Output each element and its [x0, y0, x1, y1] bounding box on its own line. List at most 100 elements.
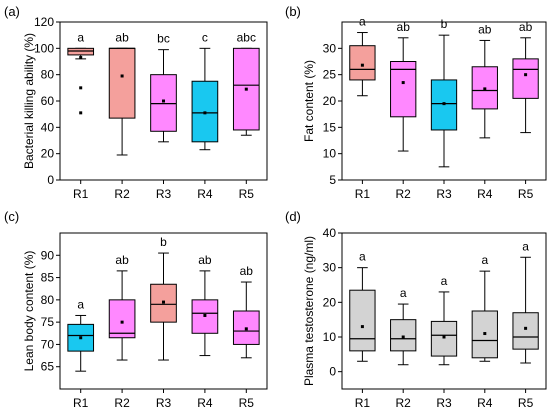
box-r3: bc	[150, 32, 177, 143]
mean-marker	[401, 335, 405, 339]
y-tick-label: 5	[329, 173, 336, 187]
significance-letter: a	[359, 15, 366, 29]
panel-label: (d)	[285, 209, 301, 224]
mean-marker	[162, 300, 165, 304]
mean-marker	[120, 74, 124, 78]
significance-letter: b	[160, 235, 167, 249]
panel-d: 0 10 20 30 40 R1 R2 R3 R4 R5 Plasma testosterone (…	[285, 209, 547, 410]
y-tick-label: 120	[34, 15, 54, 29]
box-r4: ab	[191, 253, 219, 357]
significance-letter: a	[522, 239, 529, 253]
outlier-point	[79, 86, 83, 90]
x-tick-label: R5	[239, 187, 255, 201]
iqr-box	[430, 320, 458, 357]
y-axis-title: Fat content (%)	[302, 60, 316, 142]
y-tick-label: 30	[323, 261, 337, 275]
mean-marker	[120, 320, 124, 324]
x-tick-label: R2	[396, 396, 412, 410]
iqr-box	[390, 61, 417, 118]
x-tick-label: R5	[518, 187, 534, 201]
y-tick-label: 15	[323, 120, 337, 134]
box-r1: a	[67, 30, 95, 115]
significance-letter: a	[359, 250, 366, 264]
y-tick-label: 75	[41, 315, 55, 329]
significance-letter: a	[441, 274, 448, 288]
y-tick-label: 20	[323, 94, 337, 108]
significance-letter: ab	[115, 30, 129, 44]
x-tick-label: R1	[355, 187, 371, 201]
significance-letter: ab	[240, 264, 254, 278]
y-tick-label: 65	[41, 360, 55, 374]
x-tick-label: R3	[156, 187, 172, 201]
box-r1: a	[349, 250, 376, 362]
significance-letter: ab	[198, 253, 212, 267]
y-tick-label: 85	[41, 271, 55, 285]
iqr-box	[512, 58, 539, 99]
box-r5: a	[512, 239, 539, 364]
iqr-box	[390, 319, 417, 352]
significance-letter: ab	[397, 20, 411, 34]
mean-marker	[442, 102, 446, 106]
iqr-box	[349, 289, 376, 352]
mean-marker	[244, 327, 248, 331]
significance-letter: abc	[237, 30, 256, 44]
y-tick-label: 0	[47, 173, 54, 187]
x-tick-label: R1	[73, 187, 89, 201]
box-r2: ab	[108, 253, 136, 361]
iqr-box	[150, 74, 177, 132]
iqr-box	[150, 283, 177, 323]
y-tick-label: 70	[41, 337, 55, 351]
y-axis-title: Bacterial killing ability (%)	[22, 33, 36, 169]
mean-marker	[203, 313, 207, 317]
box-r2: ab	[108, 30, 136, 156]
x-tick-label: R5	[518, 396, 534, 410]
iqr-box	[108, 47, 136, 119]
panel-label: (a)	[4, 4, 20, 19]
x-tick-label: R3	[436, 396, 452, 410]
box-r3: b	[430, 17, 458, 168]
iqr-box	[108, 299, 136, 339]
mean-marker	[524, 326, 528, 330]
significance-letter: a	[400, 286, 407, 300]
y-tick-label: 10	[323, 147, 337, 161]
x-tick-label: R3	[156, 396, 172, 410]
y-tick-label: 25	[323, 68, 337, 82]
box-r2: a	[390, 286, 417, 366]
y-tick-label: 80	[41, 293, 55, 307]
y-axis-title: Lean body content (%)	[22, 251, 36, 372]
mean-marker	[79, 336, 83, 340]
mean-marker	[524, 73, 528, 77]
significance-letter: c	[202, 30, 208, 44]
box-r5: ab	[512, 20, 539, 134]
mean-marker	[203, 111, 207, 115]
mean-marker	[360, 325, 364, 329]
mean-marker	[442, 335, 446, 339]
x-tick-label: R1	[355, 396, 371, 410]
x-tick-label: R4	[477, 396, 493, 410]
x-tick-label: R4	[477, 187, 493, 201]
y-tick-label: 20	[323, 295, 337, 309]
panel-label: (b)	[285, 4, 301, 19]
significance-letter: ab	[478, 22, 492, 36]
panel-a: 0 20 40 60 80 100 120 R1 R2 R3 R4 R5 Bacterial killi…	[4, 4, 268, 201]
x-tick-label: R2	[114, 396, 130, 410]
significance-letter: a	[77, 297, 84, 311]
y-tick-label: 40	[323, 226, 337, 240]
y-tick-label: 60	[41, 94, 55, 108]
outlier-point	[79, 111, 83, 115]
mean-marker	[360, 63, 364, 67]
significance-letter: ab	[115, 253, 129, 267]
significance-letter: ab	[519, 20, 533, 34]
iqr-box	[349, 45, 376, 81]
box-r4: ab	[471, 22, 498, 139]
y-tick-label: 10	[323, 330, 337, 344]
y-tick-label: 100	[34, 41, 54, 55]
box-r5: abc	[232, 30, 260, 136]
significance-letter: a	[481, 253, 488, 267]
box-r1: a	[349, 15, 376, 97]
significance-letter: bc	[157, 32, 170, 46]
box-r2: ab	[390, 20, 417, 152]
x-tick-label: R4	[197, 187, 213, 201]
x-tick-label: R2	[114, 187, 130, 201]
